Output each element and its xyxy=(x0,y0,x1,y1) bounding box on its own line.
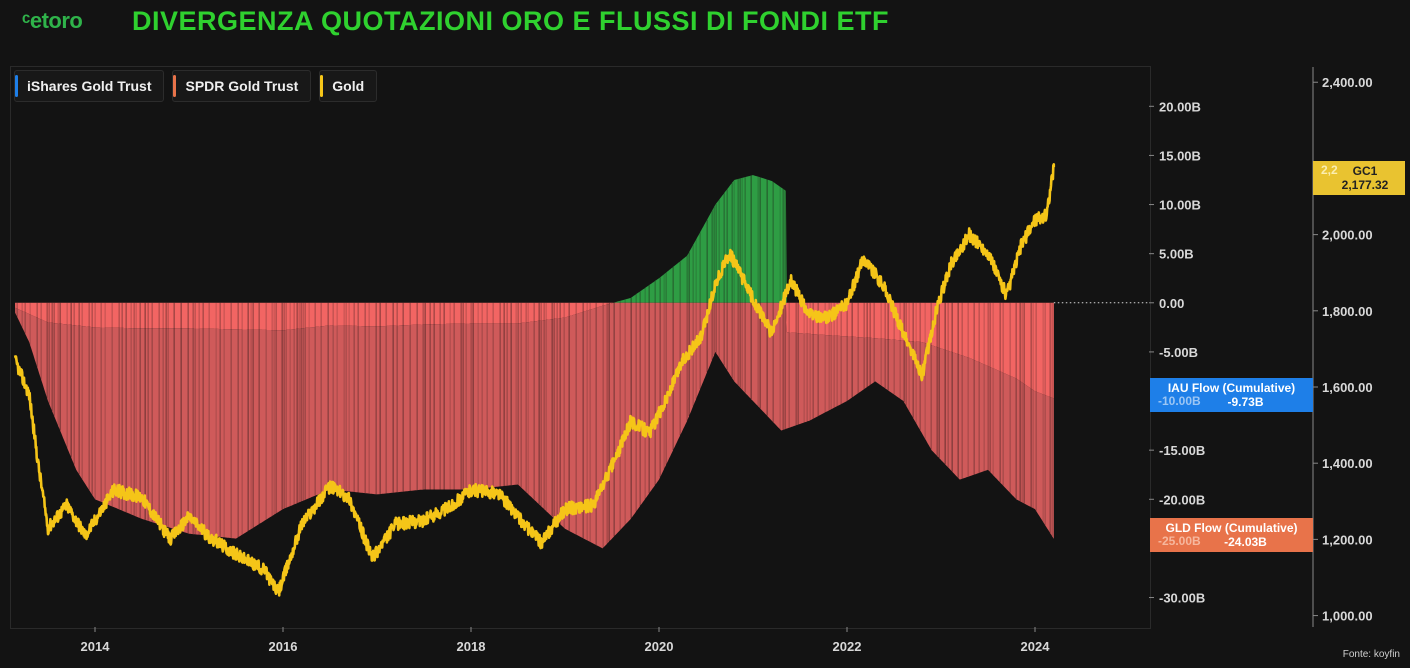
price-tick-label: 1,400.00 xyxy=(1322,456,1373,471)
price-tick-label: 2,400.00 xyxy=(1322,75,1373,90)
legend-label: SPDR Gold Trust xyxy=(185,78,299,94)
flow-tick-label: -15.00B xyxy=(1159,443,1205,458)
iau-badge-name: IAU Flow (Cumulative) xyxy=(1167,381,1296,395)
flow-tick-label: 5.00B xyxy=(1159,247,1194,262)
x-tick-label: 2018 xyxy=(457,639,486,654)
gld-badge-value: -24.03B xyxy=(1224,535,1267,549)
gold-price-line xyxy=(13,163,1056,597)
flow-stripes xyxy=(16,175,1053,548)
gld-flow-area xyxy=(15,302,1054,549)
x-tick-label: 2020 xyxy=(645,639,674,654)
iau-flow-badge: -10.00B IAU Flow (Cumulative) -9.73B xyxy=(1150,378,1313,412)
gold-badge-value: 2,177.32 xyxy=(1341,178,1389,192)
price-tick-label: 2,000.00 xyxy=(1322,228,1373,243)
gold-badge-ghost: 2,2 xyxy=(1321,163,1338,177)
legend-item-spdr[interactable]: SPDR Gold Trust xyxy=(172,70,312,102)
legend-item-ishares[interactable]: iShares Gold Trust xyxy=(14,70,165,102)
iau-badge-value: -9.73B xyxy=(1227,395,1264,409)
gold-price-line xyxy=(13,163,1056,597)
gld-flow-badge: -25.00B GLD Flow (Cumulative) -24.03B xyxy=(1150,518,1313,552)
gold-price-badge: 2,2 GC1 2,177.32 xyxy=(1313,161,1405,195)
price-tick-label: 1,600.00 xyxy=(1322,380,1373,395)
legend-swatch-gold xyxy=(320,75,324,97)
gld-badge-ghost: -25.00B xyxy=(1158,534,1201,548)
iau-flow-area xyxy=(15,175,1054,399)
gold-badge-name: GC1 xyxy=(1352,164,1378,178)
flow-tick-label: 10.00B xyxy=(1159,198,1201,213)
axes: 2014 2016 2018 2020 2022 2024 20.00B 15.00B 10.0… xyxy=(81,67,1373,654)
x-tick-label: 2024 xyxy=(1021,639,1051,654)
iau-negative-area xyxy=(15,302,1054,399)
iau-badge-ghost: -10.00B xyxy=(1158,394,1201,408)
price-tick-label: 1,000.00 xyxy=(1322,609,1373,624)
x-tick-label: 2016 xyxy=(269,639,298,654)
legend-swatch-spdr xyxy=(173,75,177,97)
plot-area xyxy=(10,66,1151,629)
source-note: Fonte: koyfin xyxy=(1342,649,1400,660)
etoro-logo: ᶜetoro xyxy=(22,8,83,33)
flow-tick-label: -5.00B xyxy=(1159,345,1198,360)
flow-tick-label: 20.00B xyxy=(1159,99,1201,114)
legend-swatch-ishares xyxy=(15,75,18,97)
gld-badge-name: GLD Flow (Cumulative) xyxy=(1165,521,1298,535)
x-tick-label: 2022 xyxy=(833,639,862,654)
price-tick-label: 1,200.00 xyxy=(1322,532,1373,547)
page-title: DIVERGENZA QUOTAZIONI ORO E FLUSSI DI FO… xyxy=(132,6,890,36)
legend-item-gold[interactable]: Gold xyxy=(319,70,378,102)
gld-flow-area xyxy=(15,302,1054,549)
flow-tick-label: 0.00 xyxy=(1159,296,1184,311)
price-tick-label: 1,800.00 xyxy=(1322,304,1373,319)
flow-tick-label: -20.00B xyxy=(1159,492,1205,507)
x-tick-label: 2014 xyxy=(81,639,111,654)
legend-label: Gold xyxy=(332,78,365,94)
flow-tick-label: -30.00B xyxy=(1159,591,1205,606)
legend-label: iShares Gold Trust xyxy=(27,78,152,94)
legend: iShares Gold Trust SPDR Gold Trust Gold xyxy=(14,70,378,102)
flow-tick-label: 15.00B xyxy=(1159,148,1201,163)
iau-positive-area xyxy=(15,175,1054,303)
